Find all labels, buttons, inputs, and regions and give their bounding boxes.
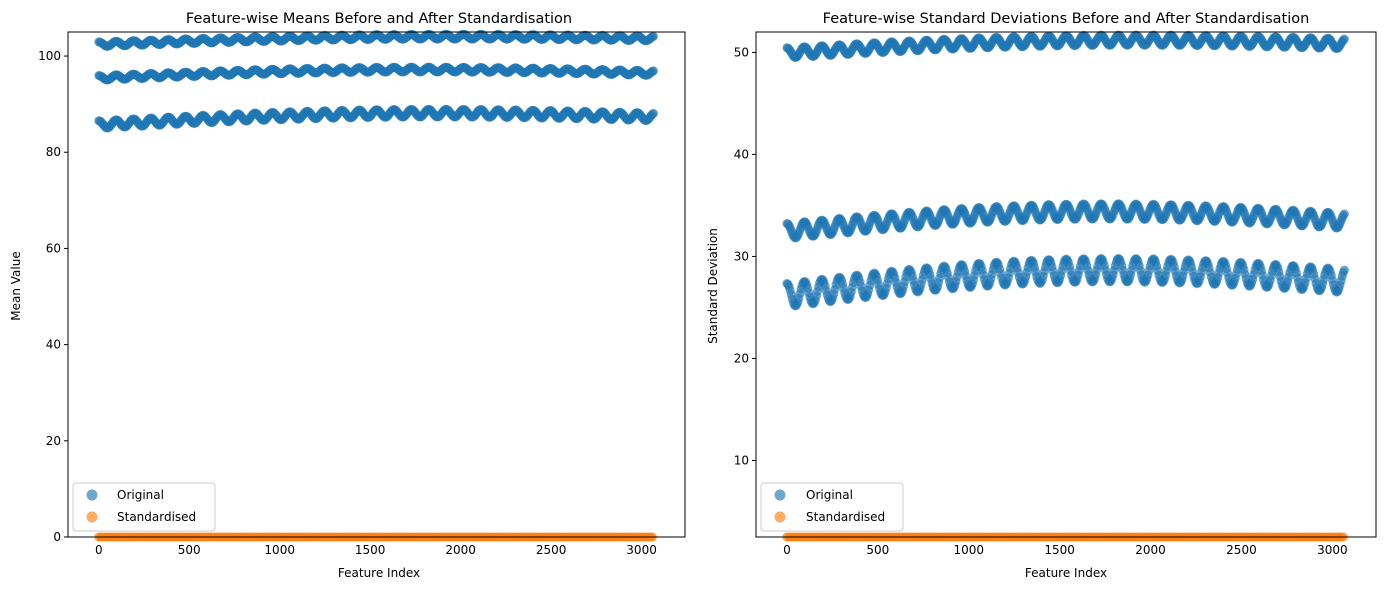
- y-tick-label: 60: [46, 241, 61, 255]
- legend-swatch-standardised: [86, 511, 98, 523]
- x-tick-label: 1000: [264, 543, 295, 557]
- stddev-chart-legend: Original Standardised: [760, 482, 904, 532]
- means-chart: Feature-wise Means Before and After Stan…: [9, 11, 686, 580]
- y-tick-label: 100: [38, 49, 61, 63]
- stddev-chart-ylabel: Standard Deviation: [706, 228, 720, 344]
- stddev-chart-title: Feature-wise Standard Deviations Before …: [823, 11, 1310, 27]
- stddev-chart: Feature-wise Standard Deviations Before …: [706, 11, 1377, 580]
- y-tick-label: 40: [734, 147, 749, 161]
- legend-swatch-original: [774, 489, 786, 501]
- legend-box: [760, 482, 904, 532]
- x-tick-label: 2500: [536, 543, 567, 557]
- y-tick-label: 10: [734, 453, 749, 467]
- stddev-chart-xlabel: Feature Index: [1025, 566, 1107, 580]
- means-chart-plot-area: [94, 29, 658, 542]
- data-point-original: [649, 108, 658, 118]
- stddev-chart-plot-area: [782, 30, 1349, 542]
- means-chart-legend: Original Standardised: [72, 482, 216, 532]
- legend-swatch-standardised: [774, 511, 786, 523]
- x-tick-label: 500: [178, 543, 201, 557]
- x-tick-label: 0: [95, 543, 103, 557]
- legend-label-standardised: Standardised: [806, 510, 885, 524]
- stddev-chart-frame: [755, 31, 1377, 538]
- data-point-original: [1339, 34, 1349, 44]
- legend-label-standardised: Standardised: [117, 510, 196, 524]
- y-tick-label: 80: [46, 145, 61, 159]
- y-tick-label: 20: [46, 434, 61, 448]
- legend-box: [72, 482, 216, 532]
- x-tick-label: 2000: [445, 543, 476, 557]
- x-tick-label: 500: [866, 543, 889, 557]
- data-point-original: [649, 66, 658, 76]
- data-point-original: [1339, 209, 1349, 219]
- data-point-original: [1339, 265, 1349, 275]
- x-tick-label: 0: [783, 543, 791, 557]
- data-point-original: [649, 31, 658, 41]
- legend-label-original: Original: [806, 488, 853, 502]
- y-tick-label: 40: [46, 338, 61, 352]
- x-tick-label: 1500: [355, 543, 386, 557]
- x-tick-label: 1000: [953, 543, 984, 557]
- y-tick-label: 50: [734, 45, 749, 59]
- y-tick-label: 0: [53, 530, 61, 544]
- x-tick-label: 3000: [1317, 543, 1348, 557]
- means-chart-frame: [67, 31, 686, 538]
- x-tick-label: 2500: [1226, 543, 1257, 557]
- legend-swatch-original: [86, 489, 98, 501]
- legend-label-original: Original: [117, 488, 164, 502]
- y-tick-label: 20: [734, 351, 749, 365]
- y-tick-label: 30: [734, 249, 749, 263]
- means-chart-title: Feature-wise Means Before and After Stan…: [186, 11, 572, 27]
- means-chart-xlabel: Feature Index: [338, 566, 420, 580]
- x-tick-label: 1500: [1044, 543, 1075, 557]
- means-chart-ylabel: Mean Value: [9, 251, 23, 320]
- x-tick-label: 2000: [1135, 543, 1166, 557]
- x-tick-label: 3000: [626, 543, 657, 557]
